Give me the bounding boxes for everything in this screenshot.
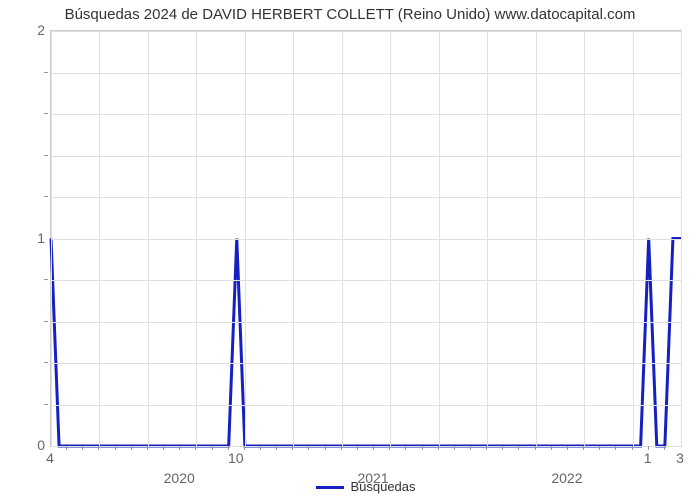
y-minor-tick (44, 196, 48, 197)
x-minor-tick (292, 446, 293, 450)
x-minor-tick (341, 446, 342, 450)
x-minor-tick (518, 446, 519, 450)
x-minor-tick (325, 446, 326, 450)
gridline-horizontal-minor (51, 197, 681, 198)
x-minor-tick (422, 446, 423, 450)
x-minor-tick (260, 446, 261, 450)
gridline-vertical (439, 31, 440, 446)
x-year-label: 2022 (551, 470, 582, 486)
x-minor-tick (163, 446, 164, 450)
x-minor-tick (470, 446, 471, 450)
x-minor-tick (664, 446, 665, 450)
gridline-horizontal-minor (51, 73, 681, 74)
x-minor-tick (212, 446, 213, 450)
x-minor-tick (82, 446, 83, 450)
y-tick-label: 0 (30, 437, 45, 453)
line-chart: Búsquedas 2024 de DAVID HERBERT COLLETT … (0, 0, 700, 500)
x-minor-tick (357, 446, 358, 450)
gridline-horizontal-minor (51, 405, 681, 406)
y-minor-tick (44, 404, 48, 405)
x-minor-tick (454, 446, 455, 450)
x-minor-tick (115, 446, 116, 450)
gridline-vertical (342, 31, 343, 446)
gridline-horizontal-minor (51, 280, 681, 281)
x-minor-tick (567, 446, 568, 450)
x-minor-tick (276, 446, 277, 450)
x-tick-label: 4 (46, 450, 54, 466)
y-minor-tick (44, 362, 48, 363)
y-tick-label: 2 (30, 22, 45, 38)
gridline-vertical (293, 31, 294, 446)
gridline-vertical (99, 31, 100, 446)
x-minor-tick (131, 446, 132, 450)
x-minor-tick (632, 446, 633, 450)
gridline-horizontal (51, 446, 681, 447)
x-minor-tick (244, 446, 245, 450)
gridline-vertical (536, 31, 537, 446)
gridline-vertical (584, 31, 585, 446)
x-minor-tick (308, 446, 309, 450)
y-minor-tick (44, 321, 48, 322)
x-minor-tick (502, 446, 503, 450)
x-minor-tick (195, 446, 196, 450)
gridline-horizontal (51, 31, 681, 32)
gridline-horizontal-minor (51, 322, 681, 323)
y-minor-tick (44, 72, 48, 73)
gridline-vertical (51, 31, 52, 446)
gridline-horizontal-minor (51, 363, 681, 364)
series-line (51, 239, 681, 447)
x-minor-tick (179, 446, 180, 450)
chart-title: Búsquedas 2024 de DAVID HERBERT COLLETT … (0, 6, 700, 23)
x-minor-tick (599, 446, 600, 450)
x-minor-tick (373, 446, 374, 450)
y-minor-tick (44, 155, 48, 156)
gridline-vertical (148, 31, 149, 446)
x-minor-tick (389, 446, 390, 450)
x-minor-tick (551, 446, 552, 450)
x-minor-tick (405, 446, 406, 450)
gridline-vertical (487, 31, 488, 446)
gridline-vertical (390, 31, 391, 446)
x-minor-tick (98, 446, 99, 450)
legend-swatch (316, 486, 344, 489)
y-minor-tick (44, 113, 48, 114)
gridline-vertical (196, 31, 197, 446)
gridline-vertical (633, 31, 634, 446)
x-year-label: 2020 (164, 470, 195, 486)
gridline-vertical (245, 31, 246, 446)
gridline-vertical (681, 31, 682, 446)
x-year-label: 2021 (357, 470, 388, 486)
x-minor-tick (66, 446, 67, 450)
gridline-horizontal (51, 239, 681, 240)
gridline-horizontal-minor (51, 156, 681, 157)
x-tick-label: 3 (676, 450, 684, 466)
x-minor-tick (486, 446, 487, 450)
x-tick-label: 1 (644, 450, 652, 466)
x-minor-tick (438, 446, 439, 450)
gridline-horizontal-minor (51, 114, 681, 115)
y-tick-label: 1 (30, 230, 45, 246)
x-minor-tick (583, 446, 584, 450)
x-minor-tick (615, 446, 616, 450)
x-minor-tick (147, 446, 148, 450)
plot-area: Búsquedas (50, 30, 682, 447)
x-minor-tick (535, 446, 536, 450)
y-minor-tick (44, 279, 48, 280)
x-tick-label: 10 (228, 450, 244, 466)
